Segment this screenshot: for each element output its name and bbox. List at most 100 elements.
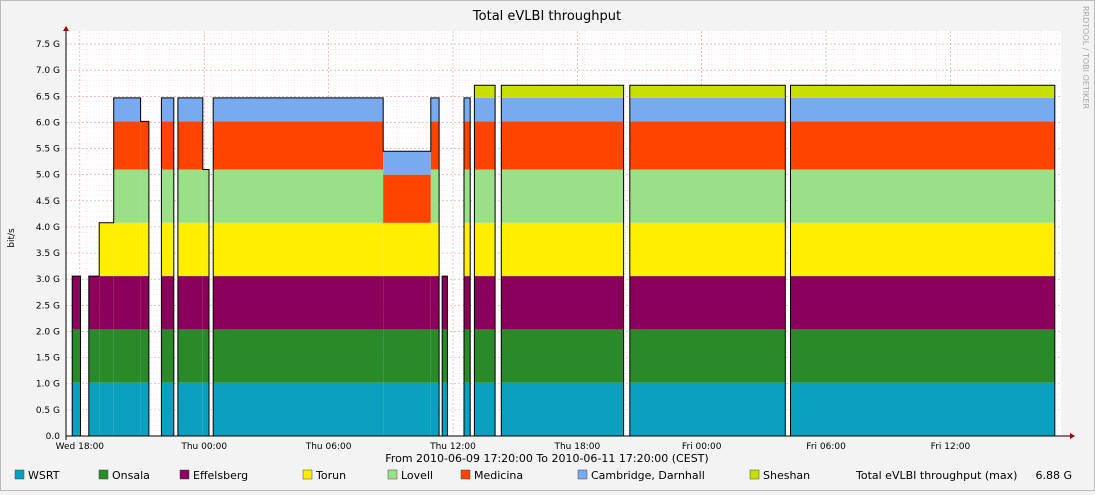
area-medicina (474, 121, 496, 170)
area-effelsberg (442, 276, 448, 330)
area-effelsberg (474, 276, 496, 330)
y-tick-label: 4.0 G (36, 223, 60, 233)
area-effelsberg (140, 276, 149, 330)
area-wsrt (213, 382, 384, 436)
legend-label-effelsberg: Effelsberg (193, 469, 248, 482)
area-torun (113, 222, 141, 277)
area-torun (99, 222, 114, 277)
area-effelsberg (161, 276, 174, 330)
x-tick-label: Fri 00:00 (682, 442, 722, 452)
area-effelsberg (383, 276, 431, 330)
y-tick-label: 3.5 G (36, 249, 60, 259)
area-torun (177, 222, 203, 277)
area-medicina (464, 121, 471, 170)
area-onsala (501, 329, 624, 383)
area-effelsberg (430, 276, 440, 330)
legend-swatch-wsrt (14, 469, 25, 480)
y-tick-label: 7.0 G (36, 66, 60, 76)
x-tick-label: Fri 06:00 (806, 442, 846, 452)
area-torun (383, 222, 431, 277)
area-effelsberg (88, 276, 100, 330)
area-medicina (501, 121, 624, 170)
area-effelsberg (177, 276, 203, 330)
area-lovell (140, 169, 149, 223)
y-tick-label: 3.0 G (36, 275, 60, 285)
area-lovell (113, 169, 141, 223)
area-effelsberg (99, 276, 114, 330)
area-cambridge-darnhall (113, 97, 141, 122)
area-effelsberg (113, 276, 141, 330)
area-lovell (430, 169, 440, 223)
area-wsrt (99, 382, 114, 436)
area-wsrt (790, 382, 1055, 436)
area-wsrt (430, 382, 440, 436)
y-tick-label: 5.5 G (36, 145, 60, 155)
area-effelsberg (501, 276, 624, 330)
area-medicina (790, 121, 1055, 170)
area-medicina (430, 121, 440, 170)
area-onsala (213, 329, 384, 383)
area-torun (213, 222, 384, 277)
y-tick-label: 5.0 G (36, 171, 60, 181)
area-medicina (213, 121, 384, 170)
area-torun (629, 222, 786, 277)
legend-label-torun: Torun (315, 469, 346, 482)
area-onsala (72, 329, 81, 383)
area-cambridge-darnhall (161, 97, 174, 122)
area-torun (474, 222, 496, 277)
area-cambridge-darnhall (790, 97, 1055, 122)
area-lovell (177, 169, 203, 223)
area-wsrt (177, 382, 203, 436)
x-tick-label: Thu 06:00 (305, 442, 352, 452)
area-onsala (790, 329, 1055, 383)
area-lovell (790, 169, 1055, 223)
total-throughput-line (66, 84, 1061, 437)
x-tick-label: Thu 00:00 (180, 442, 227, 452)
area-medicina (629, 121, 786, 170)
area-onsala (99, 329, 114, 383)
area-torun (430, 222, 440, 277)
x-tick-label: Wed 18:00 (56, 442, 105, 452)
area-cambridge-darnhall (213, 97, 384, 122)
legend-label-cambridge-darnhall: Cambridge, Darnhall (591, 469, 705, 482)
y-tick-label: 0.5 G (36, 406, 60, 416)
area-cambridge-darnhall (177, 97, 203, 122)
legend-swatch-effelsberg (179, 469, 190, 480)
area-lovell (629, 169, 786, 223)
legend-swatch-cambridge-darnhall (577, 469, 588, 480)
area-effelsberg (72, 276, 81, 330)
area-medicina (113, 121, 141, 170)
area-effelsberg (202, 276, 210, 330)
area-sheshan (629, 85, 786, 98)
area-cambridge-darnhall (464, 97, 471, 122)
area-onsala (202, 329, 210, 383)
area-onsala (161, 329, 174, 383)
area-lovell (474, 169, 496, 223)
area-lovell (161, 169, 174, 223)
area-wsrt (383, 382, 431, 436)
area-lovell (213, 169, 384, 223)
area-wsrt (474, 382, 496, 436)
x-axis-arrow (1070, 433, 1075, 439)
area-sheshan (790, 85, 1055, 98)
y-tick-labels: 0.0 0.5 G 1.0 G 1.5 G 2.0 G 2.5 G 3.0 G 3.5 G 4.… (36, 40, 60, 442)
max-throughput-label: Total eVLBI throughput (max) (855, 469, 1017, 482)
area-onsala (140, 329, 149, 383)
area-onsala (430, 329, 440, 383)
legend-label-lovell: Lovell (401, 469, 433, 482)
legend-label-wsrt: WSRT (28, 469, 60, 482)
stacked-areas (72, 85, 1055, 436)
legend-swatch-onsala (98, 469, 109, 480)
legend-swatch-sheshan (749, 469, 760, 480)
chart-title: Total eVLBI throughput (472, 9, 621, 24)
legend-label-onsala: Onsala (112, 469, 150, 482)
area-onsala (442, 329, 448, 383)
area-wsrt (442, 382, 448, 436)
area-effelsberg (213, 276, 384, 330)
legend: WSRT Onsala Effelsberg Torun Lovell Medicina C… (14, 469, 810, 482)
area-lovell (501, 169, 624, 223)
max-throughput-value: 6.88 G (1035, 469, 1072, 482)
time-range-caption: From 2010-06-09 17:20:00 To 2010-06-11 1… (385, 452, 708, 465)
